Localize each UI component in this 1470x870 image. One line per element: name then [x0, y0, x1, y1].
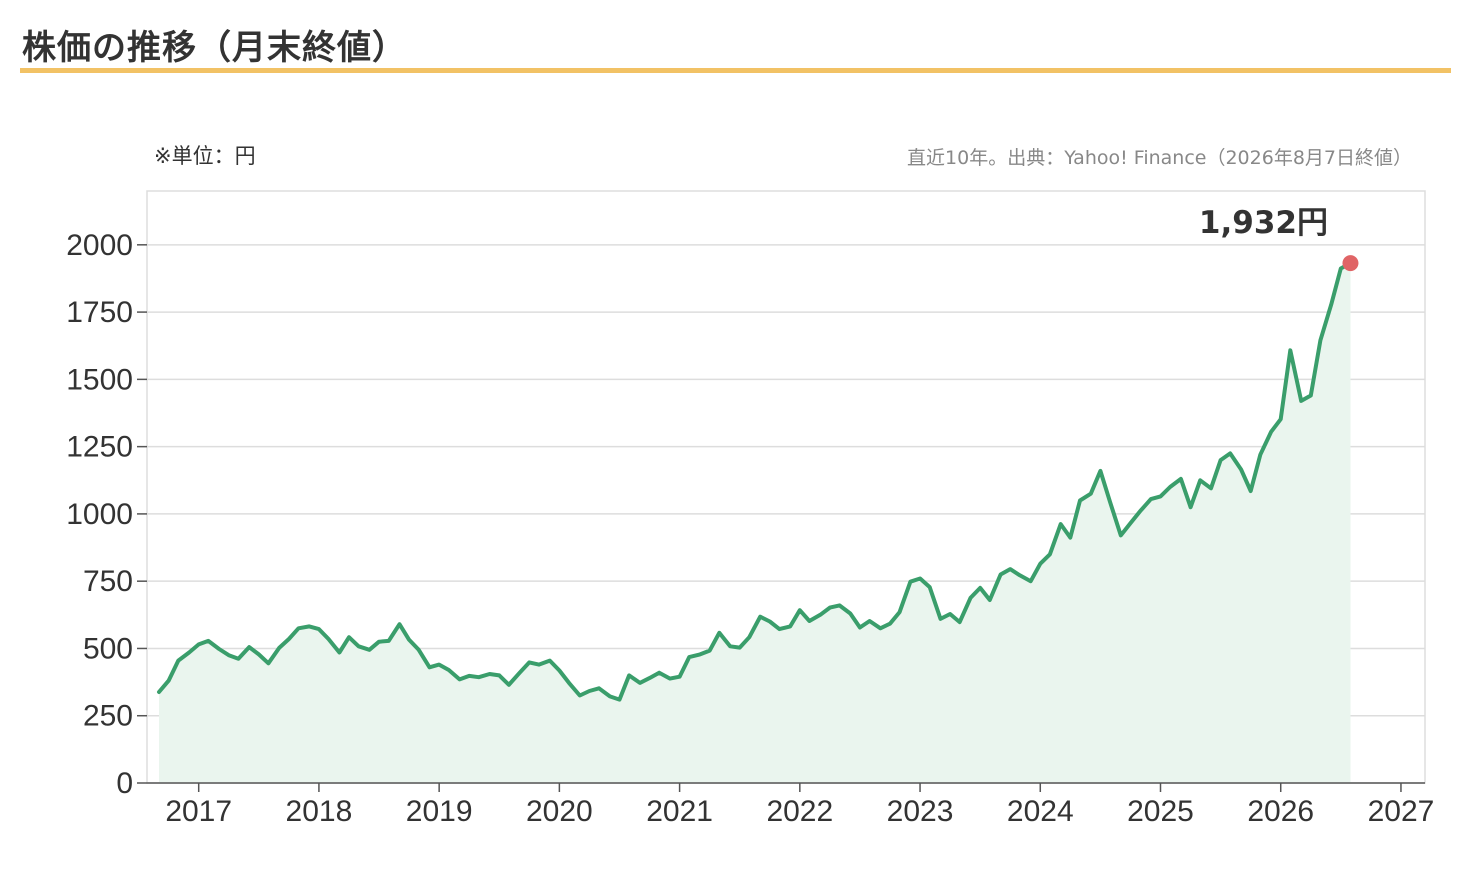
x-tick-label: 2017: [165, 795, 232, 828]
y-tick-label: 750: [83, 565, 133, 598]
source-note: 直近10年。出典：Yahoo! Finance（2026年8月7日終値）: [907, 147, 1412, 169]
x-tick-label: 2026: [1247, 795, 1314, 828]
y-tick-label: 1500: [66, 363, 133, 396]
axes: [137, 244, 1425, 792]
title-underline: [20, 68, 1451, 73]
last-value-label: 1,932円: [1199, 205, 1328, 241]
x-tick-label: 2024: [1007, 795, 1074, 828]
x-tick-label: 2018: [286, 795, 353, 828]
last-value-label-bg: [1191, 201, 1336, 244]
x-tick-label: 2020: [526, 795, 593, 828]
x-tick-label: 2025: [1127, 795, 1194, 828]
y-tick-label: 1750: [66, 296, 133, 329]
y-tick-label: 250: [83, 700, 133, 733]
last-value-marker: [1342, 255, 1359, 272]
page-title: 株価の推移（月末終値）: [22, 28, 407, 68]
x-tick-label: 2023: [887, 795, 954, 828]
x-tick-label: 2022: [766, 795, 833, 828]
x-tick-label: 2019: [406, 795, 473, 828]
price-line: [157, 261, 1353, 702]
tick-labels: 0 250 500 750 1000 1250 1500 1750 2000 2017 2018 20…: [66, 229, 1434, 828]
unit-note: ※単位：円: [154, 144, 256, 168]
y-tick-label: 0: [116, 767, 133, 800]
x-tick-label: 2021: [646, 795, 713, 828]
y-tick-label: 2000: [66, 229, 133, 262]
y-tick-label: 500: [83, 632, 133, 665]
x-tick-label: 2027: [1368, 795, 1435, 828]
y-tick-label: 1000: [66, 498, 133, 531]
price-area-fill: [159, 263, 1351, 784]
y-tick-label: 1250: [66, 431, 133, 464]
